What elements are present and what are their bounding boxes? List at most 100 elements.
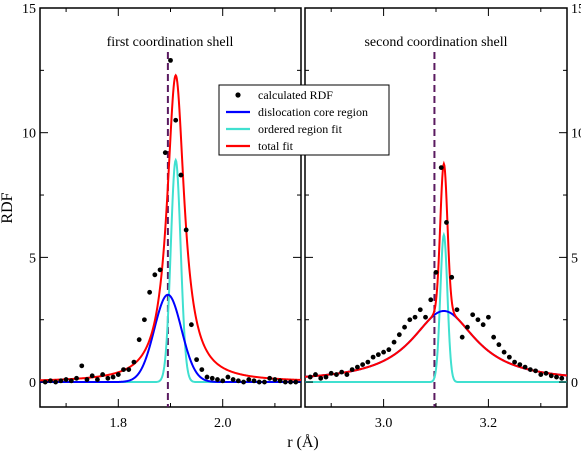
calculated-rdf-point	[136, 337, 142, 343]
calculated-rdf-point	[318, 375, 324, 381]
calculated-rdf-point	[402, 324, 407, 330]
calculated-rdf-point	[53, 379, 59, 385]
calculated-rdf-point	[428, 297, 434, 303]
calculated-rdf-point	[381, 349, 386, 355]
y-tick-label: 0	[571, 376, 578, 391]
calculated-rdf-point	[454, 307, 460, 313]
calculated-rdf-point	[328, 370, 334, 376]
calculated-rdf-point	[241, 379, 246, 385]
calculated-rdf-point	[538, 372, 544, 377]
y-tick-label: 10	[22, 127, 36, 142]
calculated-rdf-point	[110, 374, 116, 380]
calculated-rdf-point	[491, 334, 497, 340]
calculated-rdf-point	[501, 349, 507, 355]
calculated-rdf-point	[307, 374, 313, 380]
calculated-rdf-point	[199, 367, 205, 372]
x-tick-label: 1.8	[110, 416, 128, 431]
calculated-rdf-point	[339, 369, 345, 375]
calculated-rdf-point	[355, 364, 360, 370]
y-tick-label: 15	[22, 2, 36, 17]
calculated-rdf-point	[344, 372, 350, 377]
calculated-rdf-point	[496, 342, 502, 348]
y-tick-label: 15	[571, 2, 581, 17]
legend-label: ordered region fit	[258, 122, 343, 136]
calculated-rdf-point	[417, 307, 423, 313]
calculated-rdf-point	[475, 317, 481, 323]
calculated-rdf-point	[512, 359, 517, 365]
calculated-rdf-point	[412, 314, 418, 320]
panel-second-shell: second coordination shell 0 5 10 15 3.0 3.2	[304, 2, 581, 431]
calculated-rdf-point	[480, 322, 486, 328]
calculated-rdf-point	[188, 322, 194, 328]
calculated-rdf-point	[506, 354, 512, 360]
calculated-rdf-point	[256, 379, 262, 385]
panel-title: second coordination shell	[364, 35, 507, 50]
calculated-rdf-point	[267, 375, 273, 381]
calculated-rdf-point	[438, 165, 444, 171]
calculated-rdf-point	[152, 272, 158, 278]
x-tick-label: 3.2	[480, 416, 498, 431]
calculated-rdf-point	[121, 367, 126, 372]
calculated-rdf-point	[89, 373, 95, 379]
calculated-rdf-point	[209, 375, 215, 381]
calculated-rdf-point	[470, 312, 476, 318]
calculated-rdf-point	[272, 377, 278, 382]
calculated-rdf-point	[162, 150, 168, 156]
calculated-rdf-point	[225, 374, 231, 380]
calculated-rdf-point	[168, 57, 173, 63]
calculated-rdf-point	[251, 378, 257, 384]
calculated-rdf-point	[423, 314, 428, 320]
legend-box	[218, 84, 390, 156]
calculated-rdf-point	[204, 374, 210, 380]
calculated-rdf-point	[533, 368, 538, 374]
calculated-rdf-point	[323, 374, 329, 380]
y-axis-label: RDF	[0, 192, 16, 223]
calculated-rdf-point	[100, 372, 106, 377]
calculated-rdf-point	[48, 378, 53, 384]
calculated-rdf-point	[79, 363, 85, 369]
y-tick-label: 0	[29, 376, 36, 391]
calculated-rdf-point	[407, 317, 413, 323]
calculated-rdf-point	[95, 377, 100, 382]
calculated-rdf-point	[334, 372, 339, 377]
calculated-rdf-point	[215, 377, 220, 382]
calculated-rdf-point	[554, 374, 559, 380]
calculated-rdf-point	[517, 362, 523, 368]
calculated-rdf-point	[74, 375, 79, 381]
calculated-rdf-point	[360, 362, 366, 368]
calculated-rdf-point	[262, 379, 267, 385]
calculated-rdf-point	[277, 378, 283, 384]
calculated-rdf-point	[449, 274, 455, 280]
calculated-rdf-point	[194, 357, 200, 363]
calculated-rdf-point	[131, 359, 137, 365]
legend-label: total fit	[258, 139, 294, 153]
calculated-rdf-point	[444, 220, 449, 225]
x-tick-label: 2.0	[214, 416, 232, 431]
calculated-rdf-point	[459, 334, 465, 340]
calculated-rdf-point	[246, 377, 252, 382]
x-tick-label: 3.0	[375, 416, 393, 431]
calculated-rdf-point	[230, 377, 236, 382]
calculated-rdf-point	[157, 267, 163, 273]
calculated-rdf-point	[486, 314, 491, 320]
calculated-rdf-point	[173, 117, 179, 123]
calculated-rdf-point	[68, 378, 74, 384]
calculated-rdf-point	[84, 377, 90, 382]
calculated-rdf-point	[58, 378, 64, 384]
calculated-rdf-point	[349, 367, 355, 372]
calculated-rdf-point	[522, 364, 528, 370]
calculated-rdf-point	[365, 359, 371, 365]
calculated-rdf-point	[396, 332, 402, 338]
calculated-rdf-point	[548, 373, 554, 379]
calculated-rdf-point	[147, 289, 153, 295]
calculated-rdf-point	[63, 377, 69, 382]
calculated-rdf-point	[235, 378, 241, 384]
calculated-rdf-point	[142, 317, 147, 323]
calculated-rdf-point	[386, 347, 392, 353]
calculated-rdf-point	[178, 172, 184, 178]
calculated-rdf-point	[126, 367, 132, 372]
panel-title: first coordination shell	[107, 35, 234, 50]
total-fit-curve	[40, 73, 301, 382]
